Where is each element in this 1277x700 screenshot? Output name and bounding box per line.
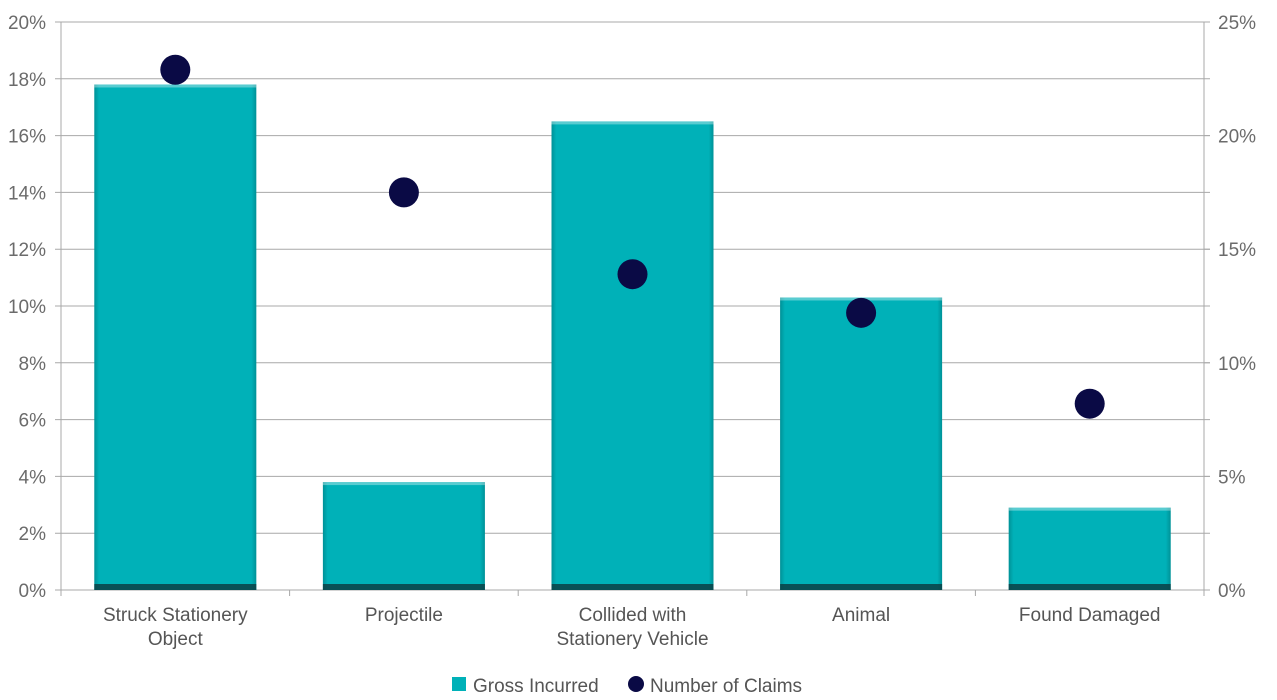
claims-point	[617, 259, 648, 290]
bar-base-shadow	[94, 584, 257, 590]
left-tick-label: 6%	[19, 411, 47, 432]
category-label: Collided with Stationery Vehicle	[556, 605, 708, 650]
right-tick-label: 25%	[1218, 13, 1256, 34]
claims-point	[846, 297, 877, 328]
bar-base-shadow	[322, 584, 485, 590]
gross-incurred-bars	[94, 84, 1171, 591]
bar-group	[94, 84, 257, 590]
left-tick-label: 4%	[19, 467, 47, 488]
bar-group	[1008, 507, 1171, 590]
category-labels: Struck Stationery Object Projectile Collide…	[103, 605, 1161, 650]
left-tick-label: 14%	[8, 183, 46, 204]
left-tick-label: 16%	[8, 127, 46, 148]
claims-point	[160, 54, 191, 85]
category-label: Projectile	[365, 605, 443, 626]
bar-shade	[780, 297, 943, 590]
bar-top-highlight	[551, 121, 714, 125]
category-label: Struck Stationery Object	[103, 605, 248, 650]
bar-top-highlight	[94, 84, 257, 88]
bar-top-highlight	[322, 482, 485, 486]
left-tick-label: 18%	[8, 70, 46, 91]
category-label: Animal	[832, 605, 890, 626]
left-tick-label: 0%	[19, 581, 47, 602]
right-tick-label: 0%	[1218, 581, 1246, 602]
right-y-axis: 0% 5% 10% 15% 20% 25%	[1203, 13, 1256, 602]
bar-shade	[551, 121, 714, 591]
legend-swatch-gross-incurred	[452, 677, 466, 691]
right-tick-label: 10%	[1218, 354, 1256, 375]
bar-top-highlight	[1008, 507, 1171, 511]
bar-group	[780, 297, 943, 590]
legend: Gross Incurred Number of Claims	[452, 676, 802, 697]
right-tick-label: 20%	[1218, 127, 1256, 148]
right-tick-label: 15%	[1218, 240, 1256, 261]
bar-base-shadow	[551, 584, 714, 590]
claims-point	[388, 177, 419, 208]
left-y-axis: 0% 2% 4% 6% 8% 10% 12% 14% 16% 18% 20%	[8, 13, 62, 602]
left-tick-label: 2%	[19, 524, 47, 545]
legend-swatch-number-of-claims	[628, 676, 644, 692]
left-tick-label: 8%	[19, 354, 47, 375]
left-tick-label: 12%	[8, 240, 46, 261]
bar-shade	[94, 84, 257, 590]
number-of-claims-points	[160, 54, 1105, 419]
bar-base-shadow	[1008, 584, 1171, 590]
bar-base-shadow	[780, 584, 943, 590]
left-tick-label: 20%	[8, 13, 46, 34]
bar-group	[322, 482, 485, 590]
legend-label-number-of-claims: Number of Claims	[650, 676, 802, 697]
right-tick-label: 5%	[1218, 467, 1246, 488]
legend-label-gross-incurred: Gross Incurred	[473, 676, 599, 697]
category-label: Found Damaged	[1019, 605, 1161, 626]
left-tick-label: 10%	[8, 297, 46, 318]
bar-group	[551, 121, 714, 591]
bar-shade	[1008, 507, 1171, 590]
claims-point	[1074, 388, 1105, 419]
bar-shade	[322, 482, 485, 590]
